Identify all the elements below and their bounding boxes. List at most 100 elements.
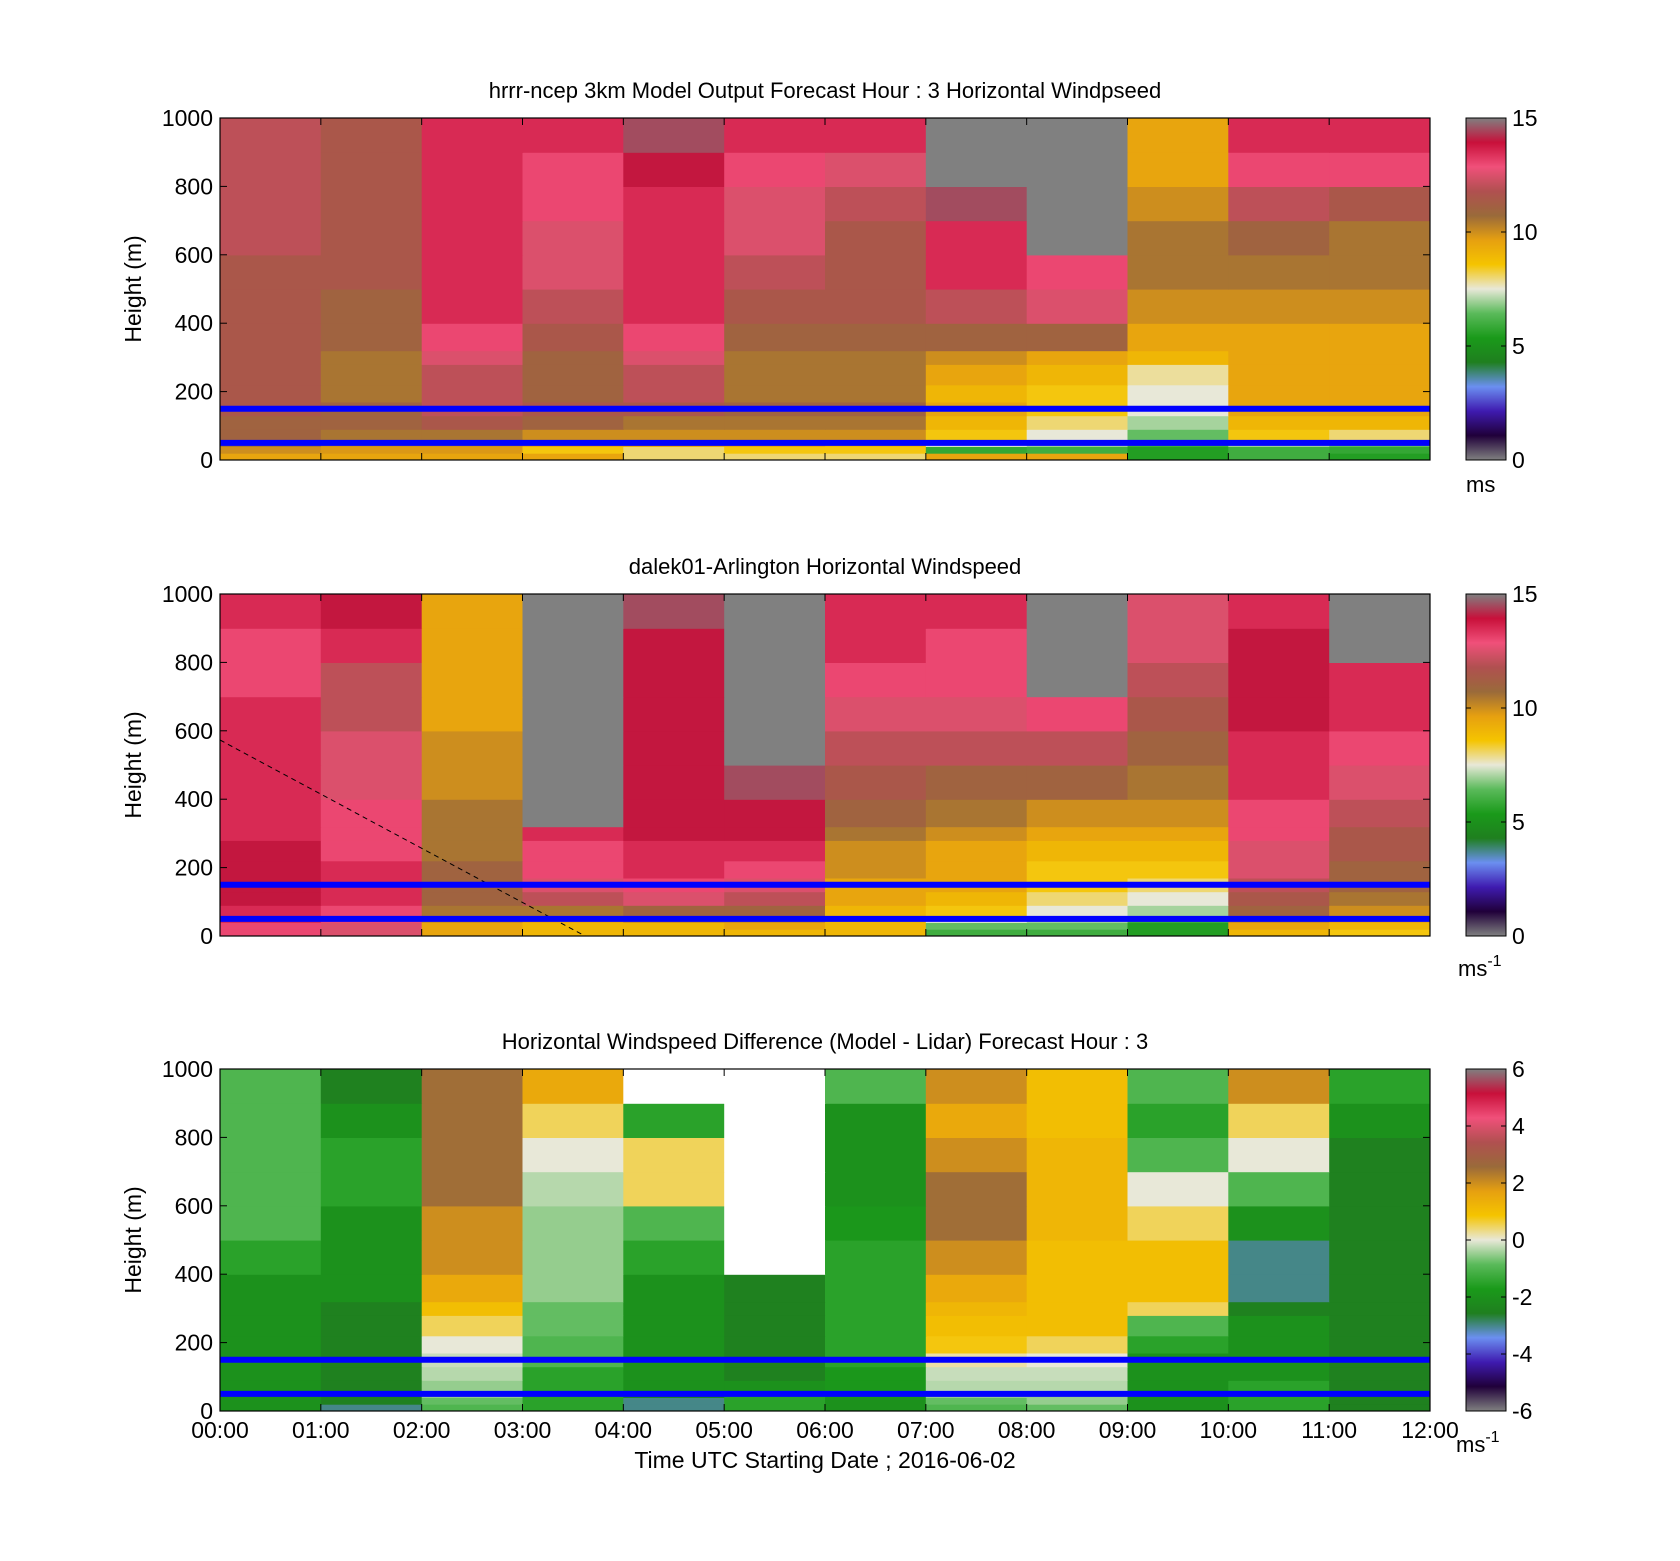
heatmap-cell [320,1404,423,1411]
heatmap-cell [320,840,423,862]
heatmap-cell [825,350,927,365]
heatmap-cell [1228,628,1330,663]
heatmap-cell [925,922,1028,930]
heatmap-cell [421,922,524,930]
panel-difference-colorbar-ticks: -6 -4 -2 0 2 4 6 [1466,1056,1533,1424]
panel-difference-title: Horizontal Windspeed Difference (Model -… [502,1029,1148,1054]
heatmap-cell [925,905,1028,917]
heatmap-cell [421,628,524,663]
heatmap-cell [320,905,423,917]
heatmap-cell [1026,730,1129,766]
heatmap-cell [724,1171,826,1207]
heatmap-cell [320,350,423,365]
heatmap-cell [724,384,826,403]
heatmap-cell [1329,289,1430,324]
heatmap-cell [522,1069,624,1104]
heatmap-cell [825,453,927,460]
panel-lidar-dashed-line [220,739,586,936]
heatmap-cell [825,384,927,403]
heatmap-cell [522,891,624,906]
heatmap-cell [522,118,624,153]
heatmap-cell [522,415,624,430]
unit-exponent: -1 [1487,953,1501,970]
heatmap-cell [1026,1335,1129,1354]
heatmap-cell [825,220,927,256]
heatmap-cell [1127,220,1229,256]
heatmap-cell [623,1137,725,1173]
heatmap-cell [320,1137,423,1173]
heatmap-cell [421,429,524,441]
heatmap-cell [1026,415,1129,430]
heatmap-cell [320,860,423,879]
heatmap-cell [1329,891,1430,906]
heatmap-cell [1127,594,1229,629]
heatmap-cell [925,1137,1028,1173]
heatmap-cell [522,1274,624,1303]
panel-difference: Horizontal Windspeed Difference (Model -… [120,1029,1533,1473]
heatmap-cell [1026,1240,1129,1275]
heatmap-cell [825,1335,927,1354]
heatmap-cell [1329,384,1430,403]
heatmap-cell [925,840,1028,862]
heatmap-cell [220,1205,322,1241]
heatmap-cell [421,1366,524,1381]
x-tick-labels: 00:00 01:00 02:00 03:00 04:00 05:00 06:00 07:00… [191,1417,1459,1443]
heatmap-cell [220,446,322,454]
panel-model-colorbar-unit: ms [1466,472,1495,497]
y-tick-label: 600 [175,1193,213,1219]
heatmap-cell [1127,1103,1229,1138]
heatmap-cell [1127,799,1229,828]
panel-model-y-axis: 0 200 400 600 800 1000 [162,105,1430,473]
heatmap-cell [623,289,725,324]
colorbar-tick-label: 5 [1512,809,1525,835]
heatmap-cell [925,254,1028,290]
heatmap-cell [522,1301,624,1316]
heatmap-cell [925,1069,1028,1104]
heatmap-cell [320,765,423,800]
heatmap-cell [522,254,624,290]
heatmap-cell [1228,350,1330,365]
heatmap-cell [724,220,826,256]
heatmap-cell [1127,1137,1229,1173]
heatmap-cell [421,1380,524,1392]
y-tick-label: 800 [175,649,213,675]
heatmap-cell [421,1171,524,1207]
heatmap-cell [623,594,725,629]
heatmap-cell [1228,254,1330,290]
heatmap-cell [1228,922,1330,930]
heatmap-cell [421,152,524,187]
heatmap-cell [925,220,1028,256]
heatmap-cell [825,765,927,800]
heatmap-cell [421,730,524,766]
y-tick-label: 1000 [162,105,213,131]
heatmap-cell [1228,364,1330,386]
heatmap-cell [825,1397,927,1405]
heatmap-cell [320,628,423,663]
y-tick-label: 800 [175,173,213,199]
heatmap-cell [623,1404,725,1411]
colorbar-tick-label: 0 [1512,1227,1525,1253]
heatmap-cell [1329,1397,1430,1405]
heatmap-cell [825,922,927,930]
heatmap-cell [623,1240,725,1275]
heatmap-cell [220,429,322,441]
heatmap-cell [825,840,927,862]
heatmap-cell [825,186,927,222]
x-tick-label: 09:00 [1099,1417,1157,1443]
heatmap-cell [1329,1205,1430,1241]
heatmap-cell [724,730,826,766]
heatmap-cell [1228,891,1330,906]
heatmap-cell [1329,1069,1430,1104]
heatmap-cell [825,254,927,290]
heatmap-cell [1329,152,1430,187]
heatmap-cell [724,1404,826,1411]
heatmap-cell [421,1240,524,1275]
heatmap-cell [421,891,524,906]
panel-difference-colorbar-unit: ms-1 [1456,1429,1500,1457]
heatmap-cell [220,1274,322,1303]
panel-lidar-ylabel: Height (m) [120,711,146,818]
heatmap-cell [1228,1205,1330,1241]
x-tick-label: 10:00 [1200,1417,1258,1443]
heatmap-cell [1127,628,1229,663]
heatmap-cell [1127,1240,1229,1275]
